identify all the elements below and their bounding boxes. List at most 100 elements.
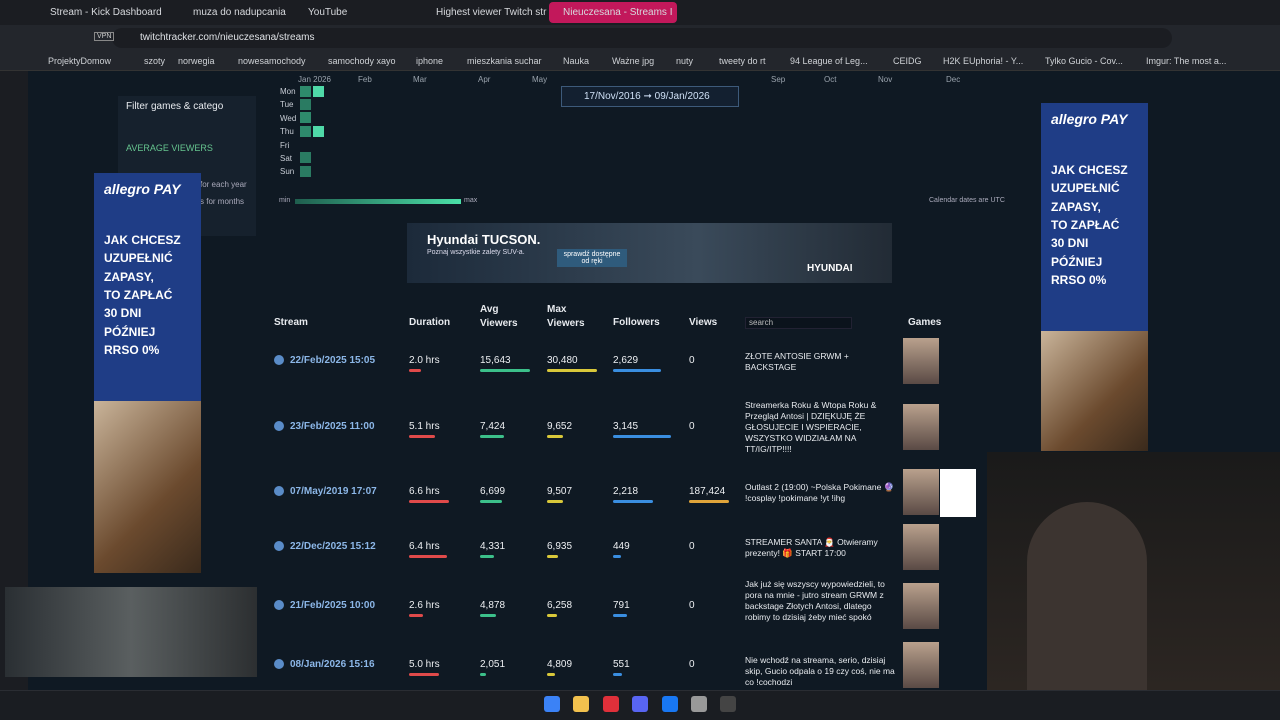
day-label: Wed	[280, 113, 297, 123]
indicator-bar	[689, 500, 729, 503]
cell: 9,652	[547, 421, 573, 432]
stream-title: Outlast 2 (19:00) ~Polska Pokimane 🔮 !co…	[745, 482, 895, 503]
indicator-bar	[409, 673, 439, 676]
stream-date[interactable]: 08/Jan/2026 15:16	[290, 659, 375, 670]
game-thumb[interactable]	[940, 469, 976, 517]
game-thumb[interactable]	[903, 404, 939, 450]
date-range[interactable]: 17/Nov/2016 ➞ 09/Jan/2026	[561, 86, 739, 107]
ad-text: TO ZAPŁAĆ	[1051, 217, 1120, 232]
day-label: Sun	[280, 167, 295, 177]
column-header[interactable]: Stream	[274, 317, 308, 328]
stream-title: Streamerka Roku & Wtopa Roku & Przegląd …	[745, 400, 877, 454]
cell: 5.1 hrs	[409, 421, 440, 432]
column-header[interactable]: Views	[689, 317, 718, 328]
bookmark[interactable]: szoty	[144, 56, 166, 66]
bookmark[interactable]: 94 League of Leg...	[790, 56, 868, 66]
row-icon[interactable]	[274, 486, 284, 496]
row-icon[interactable]	[274, 600, 284, 610]
bookmark[interactable]: ProjektyDomow	[48, 56, 112, 66]
column-header[interactable]: Avg Viewers	[480, 304, 518, 329]
tab[interactable]: Nieuczesana - Streams I	[563, 7, 673, 18]
bookmark[interactable]: nuty	[676, 56, 694, 66]
url-field[interactable]	[112, 28, 1172, 48]
tab-bg[interactable]	[549, 2, 677, 23]
taskbar-icon[interactable]	[691, 696, 707, 712]
allegro-ad[interactable]: allegro PAY JAK CHCESZ UZUPEŁNIĆ ZAPASY, TO …	[1041, 103, 1148, 331]
game-thumb[interactable]	[903, 469, 939, 515]
bookmark[interactable]: norwegia	[178, 56, 215, 66]
ad-image	[1041, 331, 1148, 451]
bookmark[interactable]: nowesamochody	[238, 56, 306, 66]
bookmark[interactable]: tweety do rt	[719, 56, 766, 66]
indicator-bar	[613, 500, 653, 503]
bookmark[interactable]: samochody xayo	[328, 56, 396, 66]
tab[interactable]: Highest viewer Twitch str	[436, 7, 547, 18]
game-thumb[interactable]	[903, 338, 939, 384]
row-icon[interactable]	[274, 541, 284, 551]
taskbar-icon[interactable]	[544, 696, 560, 712]
taskbar-icon[interactable]	[720, 696, 736, 712]
row-icon[interactable]	[274, 659, 284, 669]
tab[interactable]: YouTube	[308, 7, 348, 18]
column-header[interactable]: Duration	[409, 317, 451, 328]
vpn-badge[interactable]: VPN	[94, 32, 115, 41]
ad-text: RRSO 0%	[1051, 272, 1107, 287]
ad-brand: allegro PAY	[1051, 111, 1128, 127]
bookmark[interactable]: iphone	[416, 56, 444, 66]
game-thumb[interactable]	[903, 642, 939, 688]
url[interactable]: twitchtracker.com/nieuczesana/streams	[140, 32, 315, 43]
column-header[interactable]: Followers	[613, 317, 660, 328]
taskbar-icon[interactable]	[662, 696, 678, 712]
calendar-cell[interactable]	[300, 86, 311, 97]
allegro-ad[interactable]: allegro PAY JAK CHCESZ UZUPEŁNIĆ ZAPASY, TO …	[94, 173, 201, 401]
indicator-bar	[409, 555, 447, 558]
calendar-cell[interactable]	[300, 166, 311, 177]
calendar-cell[interactable]	[300, 152, 311, 163]
bookmark[interactable]: Tylko Gucio - Cov...	[1045, 56, 1123, 66]
calendar-cell[interactable]	[300, 99, 311, 110]
indicator-bar	[409, 369, 421, 372]
webcam	[987, 452, 1280, 690]
month-label: Sep	[771, 75, 786, 84]
tab[interactable]: Stream - Kick Dashboard	[50, 7, 162, 18]
ad-text: PÓŹNIEJ	[1051, 254, 1103, 269]
indicator-bar	[613, 369, 661, 372]
note: for each year	[200, 180, 247, 189]
calendar-cell[interactable]	[300, 126, 311, 137]
metric-select[interactable]: AVERAGE VIEWERS	[126, 143, 213, 153]
bookmark[interactable]: Ważne jpg	[612, 56, 655, 66]
indicator-bar	[547, 673, 555, 676]
stream-date[interactable]: 07/May/2019 17:07	[290, 486, 377, 497]
hyundai-ad[interactable]: Hyundai TUCSON. Poznaj wszystkie zalety …	[407, 223, 892, 283]
column-header[interactable]: Max Viewers	[547, 304, 585, 329]
taskbar-icon[interactable]	[573, 696, 589, 712]
bookmark[interactable]: mieszkania suchar	[467, 56, 542, 66]
calendar-cell[interactable]	[313, 86, 324, 97]
row-icon[interactable]	[274, 355, 284, 365]
legend-gradient	[295, 199, 461, 204]
cell: 2.6 hrs	[409, 600, 440, 611]
bookmark[interactable]: CEIDG	[893, 56, 922, 66]
calendar-cell[interactable]	[313, 126, 324, 137]
month-label: Oct	[824, 75, 837, 84]
tab[interactable]: muza do nadupcania	[193, 7, 286, 18]
column-header[interactable]: Games	[908, 317, 942, 328]
filter-button[interactable]: Filter games & catego	[126, 101, 224, 112]
cell: 0	[689, 659, 695, 670]
bookmark[interactable]: Imgur: The most a...	[1146, 56, 1227, 66]
row-icon[interactable]	[274, 421, 284, 431]
bookmark[interactable]: Nauka	[563, 56, 590, 66]
calendar-cell[interactable]	[300, 112, 311, 123]
stream-date[interactable]: 23/Feb/2025 11:00	[290, 421, 375, 432]
stream-date[interactable]: 22/Feb/2025 15:05	[290, 355, 376, 366]
bookmark[interactable]: H2K EUphoria! - Y...	[943, 56, 1024, 66]
indicator-bar	[547, 369, 597, 372]
stream-date[interactable]: 22/Dec/2025 15:12	[290, 541, 376, 552]
game-thumb[interactable]	[903, 524, 939, 570]
stream-date[interactable]: 21/Feb/2025 10:00	[290, 600, 376, 611]
taskbar-icon[interactable]	[603, 696, 619, 712]
title-search[interactable]: search	[745, 317, 852, 329]
indicator-bar	[547, 555, 558, 558]
taskbar-icon[interactable]	[632, 696, 648, 712]
game-thumb[interactable]	[903, 583, 939, 629]
